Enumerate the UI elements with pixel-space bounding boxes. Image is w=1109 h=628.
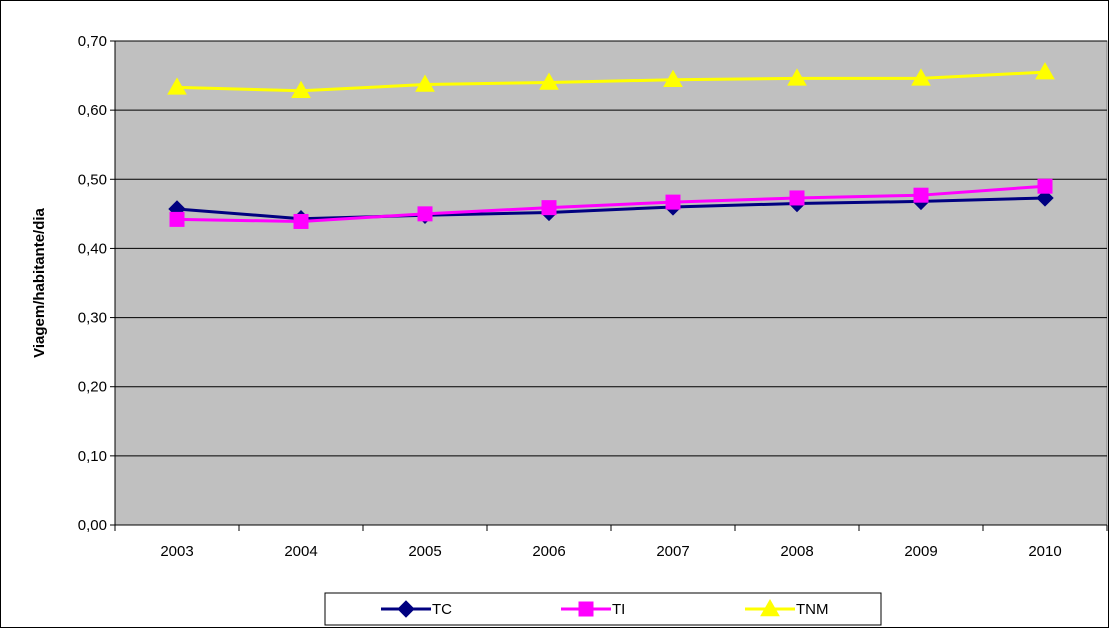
series-line-tc	[176, 196, 1046, 221]
x-tick-label: 2009	[904, 543, 937, 560]
data-point-ti	[417, 206, 433, 222]
x-tick-label: 2003	[160, 543, 193, 560]
data-point-ti	[913, 187, 929, 203]
data-point-tnm	[539, 72, 559, 90]
data-point-tnm	[291, 80, 311, 99]
y-tick-label: 0,20	[78, 379, 107, 396]
x-tick-label: 2006	[532, 543, 565, 560]
y-tick-label: 0,10	[78, 448, 107, 465]
data-point-ti	[293, 213, 309, 229]
axes: 0,00 0,10 0,20 0,30 0,40 0,50 0,60 0,70 2003 2004…	[78, 33, 1108, 560]
y-tick-label: 0,70	[78, 33, 107, 50]
data-point-tc	[1036, 189, 1054, 207]
data-point-tnm	[663, 69, 683, 87]
data-point-tnm	[787, 68, 807, 86]
data-point-tnm	[911, 68, 931, 86]
y-tick-label: 0,50	[78, 171, 107, 188]
x-tick-label: 2005	[408, 543, 441, 560]
data-point-tnm	[1035, 62, 1055, 80]
series-group	[167, 62, 1055, 229]
y-axis-title: Viagem/habitante/dia	[31, 207, 48, 357]
series-line-ti	[176, 184, 1046, 223]
data-point-tnm	[167, 77, 187, 95]
y-tick-label: 0,60	[78, 102, 107, 119]
x-tick-label: 2010	[1028, 543, 1061, 560]
legend-label-ti: TI	[612, 601, 625, 618]
data-point-ti	[1037, 178, 1053, 194]
legend-label-tnm: TNM	[796, 601, 829, 618]
legend-marker-ti	[578, 601, 594, 617]
series-ti	[169, 178, 1053, 229]
x-tick-label: 2007	[656, 543, 689, 560]
x-tick-label: 2008	[780, 543, 813, 560]
x-tick-label: 2004	[284, 543, 317, 560]
plot-area	[114, 40, 1108, 526]
legend-marker-tc	[397, 600, 415, 618]
legend-label-tc: TC	[432, 601, 452, 618]
series-tnm	[167, 62, 1055, 99]
data-point-ti	[789, 190, 805, 206]
legend-marker-tnm	[760, 598, 780, 617]
data-point-ti	[665, 194, 681, 210]
series-line-tnm	[176, 70, 1046, 93]
y-tick-label: 0,40	[78, 240, 107, 257]
data-point-tnm	[415, 74, 435, 92]
y-tick-label: 0,30	[78, 310, 107, 327]
y-tick-label: 0,00	[78, 517, 107, 534]
data-point-ti	[541, 200, 557, 216]
legend: TC TI TNM	[324, 592, 882, 626]
gridlines	[115, 40, 1107, 457]
data-point-ti	[169, 211, 185, 227]
